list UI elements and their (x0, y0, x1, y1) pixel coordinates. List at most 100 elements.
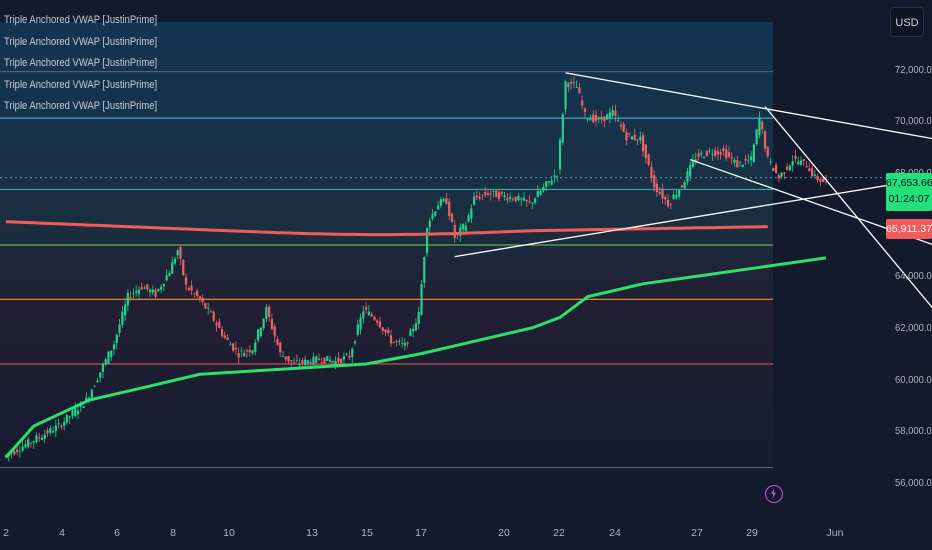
candle-body (822, 178, 825, 183)
candle-body (766, 147, 769, 157)
candle-body (403, 342, 406, 346)
candle-body (204, 303, 207, 309)
lightning-icon[interactable] (765, 485, 783, 503)
candle-body (60, 425, 63, 428)
candle-body (110, 350, 113, 358)
candle-body (301, 360, 304, 364)
candle-body (356, 324, 359, 336)
legend-item[interactable]: Triple Anchored VWAP [JustinPrime] (4, 78, 158, 91)
indicator-legend: Triple Anchored VWAP [JustinPrime] Tripl… (4, 10, 157, 118)
candle-body (475, 195, 478, 198)
candle-body (453, 225, 456, 238)
legend-item[interactable]: Triple Anchored VWAP [JustinPrime] (4, 14, 158, 26)
candle-body (539, 190, 542, 195)
currency-button[interactable]: USD (890, 7, 924, 37)
candle-body (542, 186, 545, 192)
price-tick: 58,000.00 (895, 425, 932, 437)
candle-body (315, 356, 318, 363)
trendline-4[interactable] (764, 106, 932, 310)
candle-body (442, 198, 445, 202)
time-tick: 8 (170, 527, 176, 539)
time-tick: 20 (498, 527, 510, 539)
candle-body (76, 410, 80, 415)
candle-body (445, 198, 448, 205)
candle-body (816, 175, 819, 181)
candle-body (317, 358, 321, 361)
candle-body (664, 197, 667, 200)
candle-body (32, 441, 35, 443)
candle-body (365, 307, 368, 310)
trendline-1[interactable] (565, 72, 932, 140)
candle-body (536, 191, 539, 198)
candle-body (630, 136, 634, 140)
candles (4, 76, 828, 462)
candle-body (786, 166, 789, 170)
candle-body (129, 297, 132, 298)
candle-body (292, 362, 296, 364)
candle-body (392, 341, 395, 343)
candle-body (370, 314, 373, 317)
time-tick: 6 (114, 527, 120, 539)
candle-body (270, 318, 274, 330)
candle-body (27, 439, 30, 448)
candle-body (761, 121, 764, 130)
candle-body (367, 311, 370, 316)
candle-body (254, 342, 257, 352)
candle-body (54, 425, 57, 431)
candle-body (118, 324, 121, 333)
candle-body (376, 320, 379, 323)
candle-body (592, 114, 595, 123)
candle-body (608, 112, 611, 119)
time-tick: 29 (746, 527, 758, 539)
candle-body (146, 284, 149, 290)
candle-body (184, 277, 188, 285)
candle-body (484, 191, 487, 195)
candle-body (605, 114, 609, 120)
time-tick: Jun (826, 527, 844, 539)
candle-body (13, 451, 16, 455)
candle-body (575, 87, 578, 88)
candle-body (251, 350, 254, 354)
candle-body (514, 196, 517, 202)
candle-body (533, 198, 537, 203)
legend-item[interactable]: Triple Anchored VWAP [JustinPrime] (4, 100, 158, 112)
candle-body (500, 191, 503, 194)
candle-body (700, 152, 703, 155)
candle-body (470, 208, 473, 219)
candle-body (38, 437, 41, 439)
candle-body (473, 196, 476, 205)
candle-body (417, 312, 420, 324)
candle-body (689, 164, 692, 177)
legend-item[interactable]: Triple Anchored VWAP [JustinPrime] (4, 57, 158, 69)
candle-body (459, 227, 462, 236)
candle-body (107, 351, 110, 364)
lightning-glyph (771, 488, 776, 499)
trendline-2[interactable] (454, 177, 932, 258)
candle-body (381, 327, 384, 331)
candle-body (495, 190, 498, 198)
legend-item[interactable]: Triple Anchored VWAP [JustinPrime] (4, 35, 158, 48)
candle-body (478, 196, 481, 199)
candle-body (182, 259, 185, 275)
candle-body (137, 289, 141, 294)
candle-body (600, 116, 603, 120)
candle-body (259, 327, 262, 337)
candle-body (619, 125, 623, 127)
candle-body (171, 262, 174, 274)
candle-body (196, 290, 199, 296)
candle-body (340, 358, 343, 364)
time-tick: 13 (306, 527, 318, 539)
candle-body (157, 288, 160, 292)
candle-body (126, 292, 129, 306)
candle-body (298, 363, 301, 365)
candle-body (193, 293, 196, 295)
candle-body (378, 321, 382, 328)
candle-body (802, 159, 805, 161)
candle-body (124, 304, 127, 316)
candle-body (448, 201, 451, 217)
time-tick: 27 (691, 527, 703, 539)
candle-body (179, 247, 182, 259)
candle-body (151, 289, 154, 293)
price-tick: 60,000.00 (895, 374, 932, 386)
candle-body (115, 334, 118, 344)
